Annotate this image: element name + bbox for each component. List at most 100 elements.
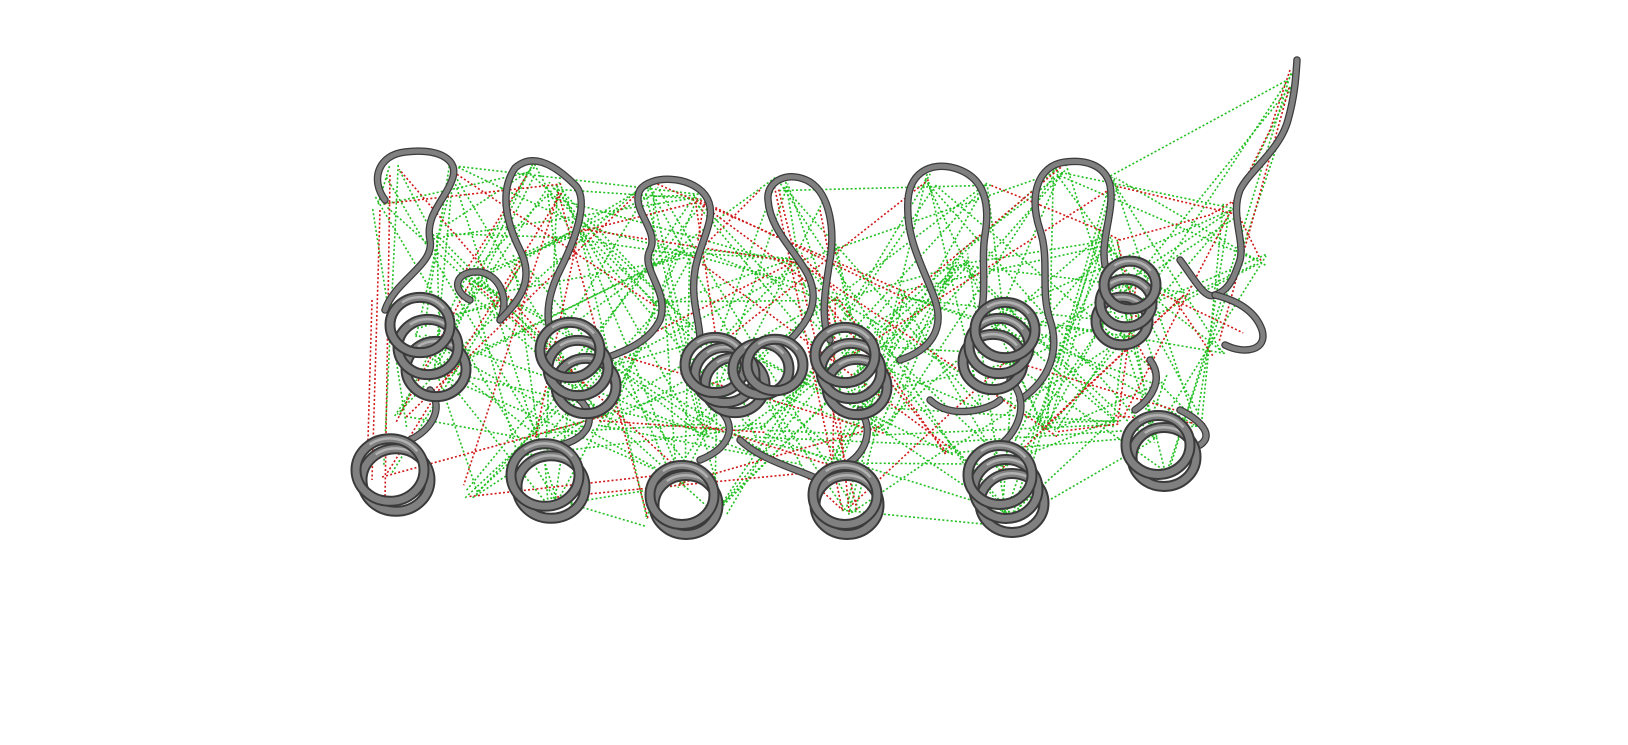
green-contact-line: [556, 188, 702, 200]
green-contact-line: [654, 299, 838, 303]
red-contact-line: [1057, 423, 1119, 433]
red-contact-line: [1122, 211, 1232, 419]
red-contact-line: [570, 226, 798, 264]
green-contact-line: [701, 425, 841, 462]
green-contact-line: [726, 173, 931, 515]
helix-highlight: [986, 300, 1030, 315]
helix-highlight: [825, 464, 872, 479]
green-contact-line: [545, 185, 559, 435]
green-contact-line: [1143, 373, 1169, 437]
helix-highlight: [826, 325, 870, 340]
backbone-loop: [1017, 158, 1114, 403]
backbone-loop: [1212, 292, 1266, 353]
green-contact-line: [885, 423, 1115, 436]
red-contact-line: [469, 472, 673, 498]
backbone-loop: [1177, 57, 1300, 299]
green-contact-line: [1056, 173, 1259, 262]
green-contact-line: [1200, 202, 1225, 424]
protein-backbone-ribbon: [373, 56, 1301, 484]
green-contact-line: [575, 223, 839, 295]
red-contact-line: [371, 209, 381, 481]
green-contact-line: [878, 258, 956, 430]
green-contact-line: [831, 397, 858, 462]
green-contact-line: [837, 302, 1007, 463]
helix-highlight: [980, 316, 1024, 331]
red-contact-line: [463, 175, 527, 273]
red-contact-line: [851, 353, 1015, 506]
red-contact-line: [384, 183, 562, 205]
helix: [727, 333, 809, 401]
green-contact-line: [721, 296, 893, 506]
green-contact-line: [434, 366, 479, 494]
helix: [1120, 410, 1202, 492]
green-contact-line: [519, 194, 654, 256]
green-contact-line: [653, 194, 695, 198]
green-contact-line: [966, 239, 1113, 264]
green-contact-line: [855, 255, 962, 396]
helix-highlight: [980, 444, 1027, 459]
red-contact-line: [1116, 185, 1237, 216]
helix-highlight: [401, 295, 445, 310]
green-contact-line: [782, 185, 980, 406]
green-contact-line: [696, 247, 800, 261]
green-contact-line: [924, 179, 1157, 441]
green-contact-line: [613, 345, 674, 481]
green-contact-line: [662, 293, 725, 509]
green-contact-line: [754, 436, 952, 447]
green-contact-line: [449, 167, 557, 499]
green-contact-line: [1116, 239, 1156, 443]
green-contact-line: [377, 165, 391, 205]
red-contact-line: [405, 184, 647, 418]
green-contact-line: [1052, 169, 1236, 210]
red-contact-line: [698, 201, 834, 302]
red-contact-line: [725, 178, 931, 340]
green-contact-line: [1012, 176, 1113, 513]
red-contact-line: [1231, 201, 1263, 262]
green-contact-line: [927, 180, 984, 414]
green-contact-line: [374, 196, 560, 507]
red-contact-line: [598, 419, 765, 434]
green-contact-line: [455, 165, 699, 196]
green-contact-line: [564, 331, 798, 472]
green-contact-line: [1015, 177, 1116, 522]
backbone-loop: [375, 148, 457, 313]
green-contact-line: [404, 415, 541, 442]
green-contact-line: [562, 484, 681, 505]
red-contact-line: [1234, 129, 1271, 201]
green-contact-line: [557, 249, 696, 501]
green-contact-line: [1153, 255, 1267, 436]
green-contact-line: [567, 237, 694, 257]
red-contact-line: [386, 191, 563, 474]
red-contact-line: [569, 201, 697, 235]
red-contact-line: [367, 299, 373, 441]
green-contact-line: [1129, 77, 1298, 285]
helix-highlight: [1138, 414, 1185, 429]
green-contact-line: [693, 196, 847, 358]
green-contact-line: [1046, 233, 1106, 433]
green-contact-line: [900, 294, 1002, 327]
green-contact-line: [587, 266, 801, 378]
green-contact-line: [445, 361, 540, 439]
green-contact-line: [548, 181, 656, 305]
backbone-loop: [497, 158, 584, 333]
helix-highlight: [368, 437, 419, 453]
red-contact-line: [494, 258, 526, 308]
red-contact-line: [453, 171, 657, 308]
green-contact-line: [432, 237, 476, 282]
green-contact-line: [1113, 183, 1222, 351]
green-contact-line: [801, 172, 1055, 262]
helix: [962, 440, 1050, 538]
green-contact-line: [846, 305, 903, 343]
red-contact-line: [696, 197, 902, 298]
green-contact-line: [847, 351, 984, 412]
helix-highlight: [1109, 277, 1148, 290]
green-contact-line: [433, 184, 644, 372]
green-contact-line: [561, 190, 739, 379]
red-contact-line: [691, 256, 951, 449]
green-contact-line: [1135, 262, 1261, 326]
green-contact-line: [433, 251, 684, 375]
green-contact-line: [465, 205, 701, 492]
green-contact-line: [846, 172, 929, 507]
